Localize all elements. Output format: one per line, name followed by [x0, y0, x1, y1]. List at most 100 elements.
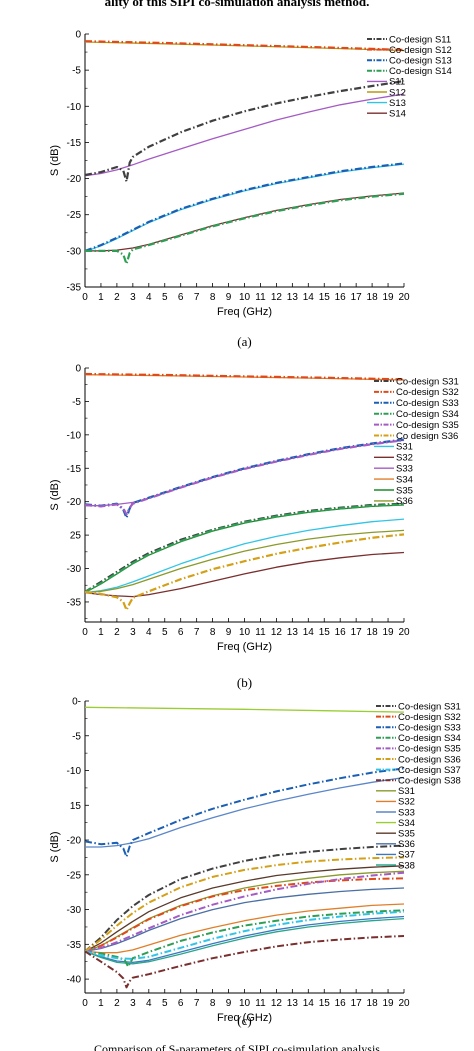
- legend-label: S36: [398, 839, 415, 850]
- y-tick-label: -20: [67, 497, 82, 508]
- x-tick-label: 5: [162, 292, 168, 303]
- y-tick-label: 15: [70, 801, 82, 812]
- x-tick-label: 20: [398, 292, 410, 303]
- x-tick-label: 4: [146, 292, 152, 303]
- legend-label: Co-design S11: [389, 34, 451, 45]
- x-tick-label: 17: [351, 627, 363, 638]
- x-tick-label: 20: [398, 627, 410, 638]
- chart-panel-3: 0 1 2 3 4 5 6 7 8 9 10 11 12 13 14 15 16 17 18 19 200--5-101…: [49, 697, 461, 1029]
- series-line-s37: [85, 915, 405, 964]
- panel-label: (a): [237, 334, 251, 349]
- x-tick-label: 3: [130, 627, 136, 638]
- x-tick-label: 6: [178, 292, 184, 303]
- series-line-co-design-s37: [85, 910, 405, 960]
- caption-top-text: ality of this SIPI co-simulation analysi…: [104, 0, 370, 9]
- x-tick-label: 0: [82, 292, 88, 303]
- legend-label: Co-design S31: [398, 701, 461, 712]
- x-tick-label: 10: [239, 998, 251, 1009]
- series-line-co-design-s31: [85, 844, 405, 953]
- y-axis-label: S (dB): [49, 145, 61, 176]
- legend-label: S35: [396, 485, 413, 496]
- x-tick-label: 18: [367, 627, 379, 638]
- legend-label: S33: [396, 464, 413, 475]
- x-tick-label: 13: [287, 998, 299, 1009]
- series-line-s31: [85, 518, 405, 594]
- legend-label: S32: [396, 453, 413, 464]
- legend-label: S12: [389, 87, 406, 98]
- y-tick-label: -35: [67, 597, 82, 608]
- y-tick-label: -20: [67, 174, 82, 185]
- legend-label: S35: [398, 829, 415, 840]
- series-line-s38: [85, 917, 405, 965]
- x-tick-label: 3: [130, 292, 136, 303]
- x-tick-label: 14: [303, 998, 315, 1009]
- legend-label: S36: [396, 496, 413, 507]
- x-tick-label: 9: [226, 998, 232, 1009]
- y-tick-label: 25: [70, 531, 82, 542]
- series-line-s34: [85, 374, 405, 381]
- legend-label: Co-design S38: [398, 776, 461, 787]
- y-axis-label: S (dB): [49, 479, 61, 510]
- legend-label: S34: [396, 474, 413, 485]
- series-line-s13: [85, 163, 405, 253]
- x-tick-label: 15: [319, 627, 331, 638]
- series-line-s36: [85, 529, 405, 594]
- y-tick-label: -10: [67, 102, 82, 113]
- x-tick-label: 2: [114, 292, 120, 303]
- y-tick-label: -35: [67, 283, 82, 294]
- y-tick-label: -25: [67, 210, 82, 221]
- legend-label: S11: [389, 77, 405, 88]
- x-tick-label: 10: [239, 627, 251, 638]
- legend-label: S13: [389, 98, 406, 109]
- y-tick-label: -10: [67, 766, 82, 777]
- legend-label: Co-design S35: [396, 420, 459, 431]
- series-line-s33: [85, 439, 405, 507]
- x-tick-label: 0: [82, 627, 88, 638]
- x-tick-label: 6: [178, 627, 184, 638]
- series-line-co-design-s34: [85, 503, 405, 593]
- y-tick-label: -35: [67, 940, 82, 951]
- x-tick-label: 8: [210, 627, 216, 638]
- legend-label: Co-design S37: [398, 765, 461, 776]
- x-tick-label: 15: [319, 998, 331, 1009]
- legend-label: S14: [389, 109, 406, 120]
- series-line-s32: [85, 903, 405, 954]
- legend-label: S33: [398, 807, 415, 818]
- x-tick-label: 11: [255, 998, 266, 1009]
- legend-label: S34: [398, 818, 415, 829]
- series-line-s34: [85, 706, 405, 713]
- y-tick-label: -25: [67, 870, 82, 881]
- x-tick-label: 5: [162, 627, 168, 638]
- legend-label: Co-design S32: [396, 387, 459, 398]
- x-tick-label: 2: [114, 627, 120, 638]
- series-line-co-design-s35: [85, 439, 405, 516]
- y-tick-label: -20: [67, 836, 82, 847]
- x-tick-label: 10: [239, 292, 251, 303]
- panel-label: (b): [237, 675, 252, 690]
- x-tick-label: 4: [146, 627, 152, 638]
- x-axis-label: Freq (GHz): [217, 306, 272, 318]
- x-tick-label: 14: [303, 627, 315, 638]
- x-tick-label: 7: [194, 998, 200, 1009]
- x-tick-label: 9: [226, 627, 232, 638]
- legend-label: Co-design S34: [396, 409, 459, 420]
- x-tick-label: 1: [98, 627, 104, 638]
- legend-label: Co-design S14: [389, 66, 452, 77]
- x-tick-label: 13: [287, 292, 299, 303]
- series-line-co-design-s33: [85, 767, 405, 858]
- legend-label: Co design S36: [396, 431, 458, 442]
- y-axis-label: S (dB): [49, 831, 61, 862]
- y-tick-label: -15: [67, 464, 82, 475]
- series-line-co-design-s14: [85, 192, 405, 265]
- x-tick-label: 5: [162, 998, 168, 1009]
- x-tick-label: 12: [271, 292, 283, 303]
- panel-label: (c): [237, 1013, 251, 1028]
- legend-label: Co-design S33: [398, 723, 461, 734]
- x-tick-label: 18: [367, 998, 379, 1009]
- y-tick-label: -30: [67, 564, 82, 575]
- series-line-s35: [85, 504, 405, 594]
- x-tick-label: 16: [335, 627, 347, 638]
